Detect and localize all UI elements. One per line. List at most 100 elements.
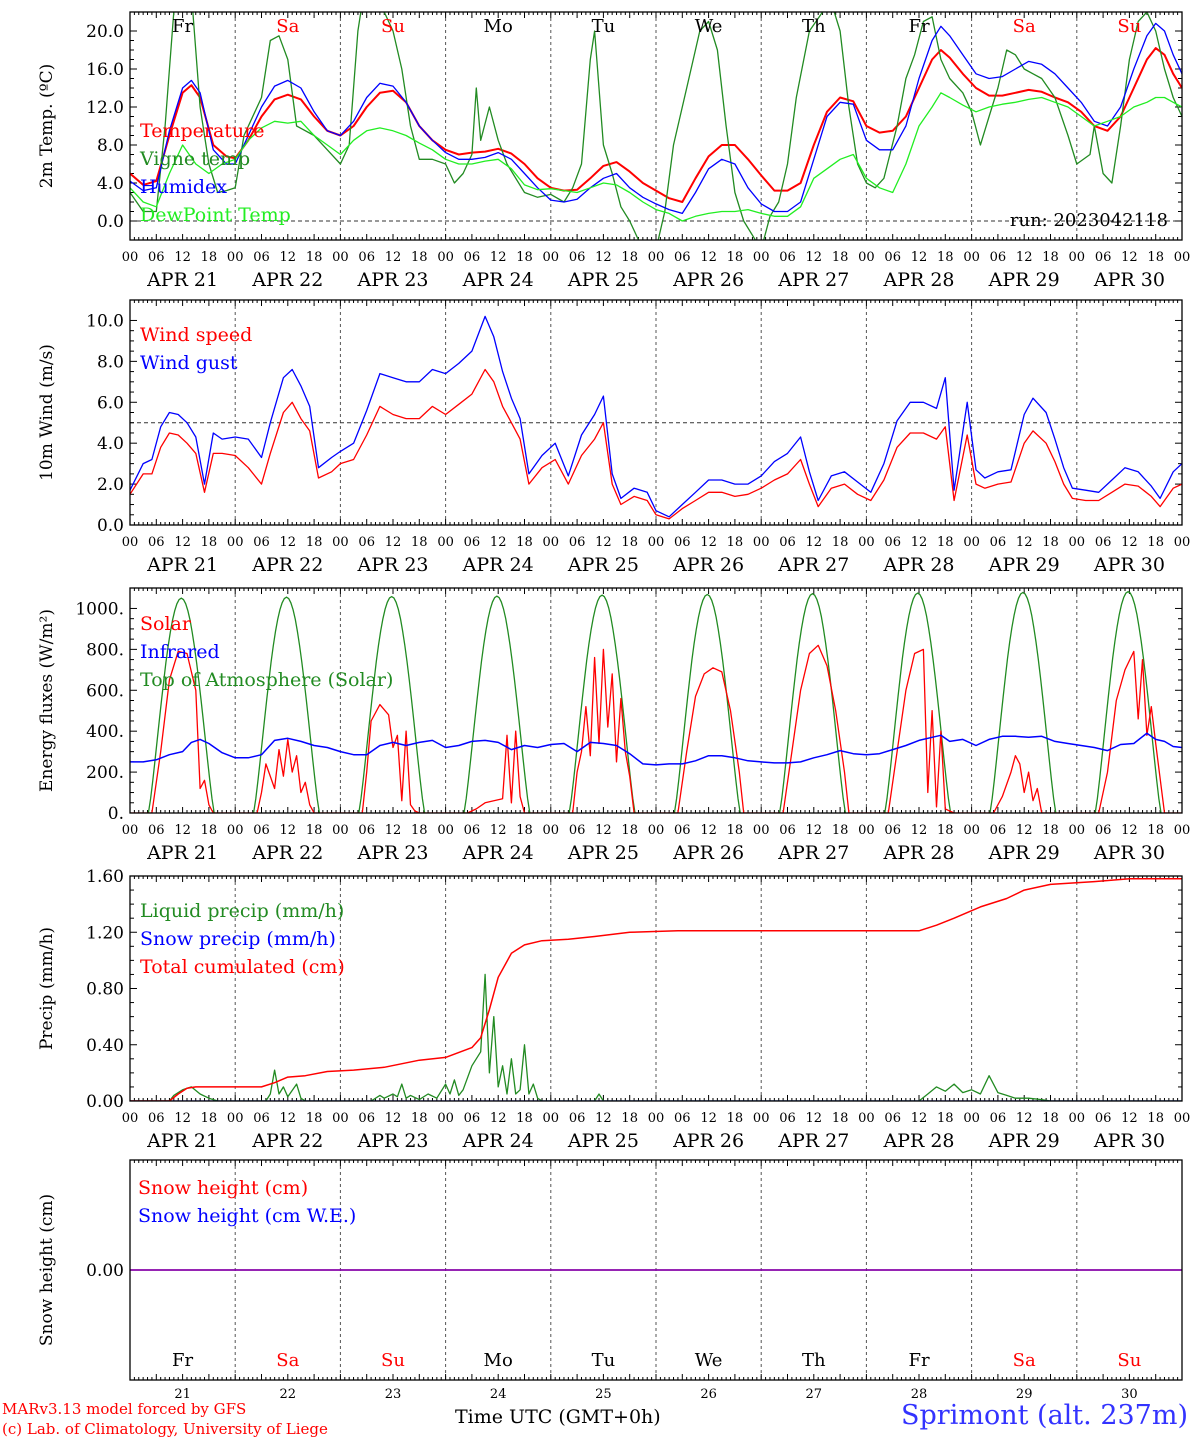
day-number-label: 26 (700, 1387, 717, 1402)
hour-tick-label: 18 (516, 535, 533, 550)
hour-tick-label: 18 (621, 1111, 638, 1126)
hour-tick-label: 18 (937, 250, 954, 265)
hour-tick-label: 00 (648, 535, 665, 550)
hour-tick-label: 12 (806, 823, 823, 838)
weekday-label: Mo (484, 16, 513, 37)
panel-frame (129, 11, 1183, 241)
hour-tick-label: 00 (858, 250, 875, 265)
panel-frame (129, 299, 1183, 526)
hour-tick-label: 00 (1174, 535, 1191, 550)
toa-solar-curve (884, 592, 952, 813)
weekday-label: Th (802, 1350, 826, 1371)
date-label: APR 26 (672, 554, 744, 576)
hour-tick-label: 12 (1121, 535, 1138, 550)
hour-tick-label: 18 (306, 823, 323, 838)
date-label: APR 29 (988, 269, 1060, 291)
date-label: APR 28 (882, 1130, 954, 1152)
hour-tick-label: 00 (648, 1111, 665, 1126)
weekday-label: Fr (908, 1350, 929, 1371)
series-line-liquid-precip-mm-h (130, 973, 1182, 1101)
date-label: APR 26 (672, 842, 744, 864)
hour-tick-label: 00 (122, 535, 139, 550)
toa-solar-curve (989, 591, 1057, 813)
weekday-label: Tu (592, 1350, 616, 1371)
panel-precip: 0.00 0.40 0.80 1.20 1.60 Precip (mm/h) Liquid … (37, 867, 1190, 1152)
hour-tick-label: 18 (937, 1111, 954, 1126)
hour-tick-label: 00 (437, 250, 454, 265)
hour-tick-label: 06 (990, 535, 1007, 550)
toa-solar-curve (778, 592, 847, 813)
legend-item: Humidex (140, 176, 227, 198)
hour-tick-label: 18 (411, 1111, 428, 1126)
weekday-label: Fr (908, 16, 929, 37)
date-label: APR 21 (146, 554, 218, 576)
hour-tick-label: 06 (674, 250, 691, 265)
hour-tick-label: 12 (806, 1111, 823, 1126)
credit-model: MARv3.13 model forced by GFS (2, 1400, 247, 1418)
toa-solar-curve (463, 595, 531, 813)
hour-tick-label: 06 (1095, 823, 1112, 838)
hour-tick-label: 12 (700, 535, 717, 550)
hour-tick-label: 06 (884, 1111, 901, 1126)
hour-tick-label: 00 (1069, 1111, 1086, 1126)
panel-frame (129, 875, 1183, 1102)
run-annotation: run: 2023042118 (1010, 210, 1168, 231)
hour-tick-label: 06 (358, 1111, 375, 1126)
hour-tick-label: 06 (148, 250, 165, 265)
hour-tick-label: 12 (385, 535, 402, 550)
series-line-total-cumulated-cm (130, 878, 1182, 1101)
hour-tick-label: 12 (385, 250, 402, 265)
hour-tick-label: 12 (1121, 250, 1138, 265)
hour-tick-label: 12 (1016, 1111, 1033, 1126)
day-number-label: 25 (595, 1387, 612, 1402)
hour-tick-label: 00 (648, 823, 665, 838)
hour-tick-label: 12 (490, 823, 507, 838)
weekday-label: Su (1117, 16, 1141, 37)
hour-tick-label: 12 (1121, 823, 1138, 838)
day-number-label: 21 (174, 1387, 191, 1402)
hour-tick-label: 00 (858, 535, 875, 550)
hour-tick-label: 12 (174, 535, 191, 550)
legend-item: Infrared (140, 641, 220, 663)
y-tick-label: 4.0 (97, 434, 124, 454)
toa-solar-curve (358, 595, 426, 813)
credit-lab: (c) Lab. of Climatology, University of L… (2, 1420, 328, 1438)
hour-tick-label: 12 (595, 823, 612, 838)
date-label: APR 24 (462, 842, 534, 864)
hour-tick-label: 18 (516, 250, 533, 265)
hour-tick-label: 06 (779, 535, 796, 550)
date-label: APR 30 (1093, 269, 1165, 291)
weekday-label: Mo (484, 1350, 513, 1371)
hour-tick-label: 06 (253, 823, 270, 838)
date-label: APR 22 (251, 269, 323, 291)
hour-tick-label: 12 (700, 823, 717, 838)
hour-tick-label: 00 (122, 823, 139, 838)
legend-item: Snow height (cm W.E.) (138, 1205, 356, 1227)
hour-tick-label: 00 (332, 1111, 349, 1126)
hour-tick-label: 00 (963, 823, 980, 838)
hour-tick-label: 18 (411, 250, 428, 265)
plot-area (130, 12, 1182, 240)
hour-tick-label: 06 (779, 823, 796, 838)
day-number-label: 24 (490, 1387, 507, 1402)
weekday-label: Sa (276, 1350, 299, 1371)
series-line-dewpoint-temp (130, 92, 1182, 222)
hour-tick-label: 18 (1147, 250, 1164, 265)
hour-tick-label: 06 (1095, 250, 1112, 265)
y-axis-label: 2m Temp. (ºC) (37, 64, 57, 189)
hour-tick-label: 06 (464, 823, 481, 838)
date-label: APR 28 (882, 269, 954, 291)
y-tick-label: 0. (108, 804, 124, 824)
weekday-label: Tu (592, 16, 616, 37)
toa-solar-curve (147, 597, 215, 813)
day-number-label: 27 (806, 1387, 823, 1402)
hour-tick-label: 06 (464, 250, 481, 265)
hour-tick-label: 18 (1042, 1111, 1059, 1126)
hour-tick-label: 06 (253, 1111, 270, 1126)
hour-tick-label: 18 (621, 823, 638, 838)
day-number-label: 28 (911, 1387, 928, 1402)
date-label: APR 23 (356, 1130, 428, 1152)
date-label: APR 27 (777, 842, 849, 864)
hour-tick-label: 00 (648, 250, 665, 265)
weekday-label: Sa (1013, 16, 1036, 37)
